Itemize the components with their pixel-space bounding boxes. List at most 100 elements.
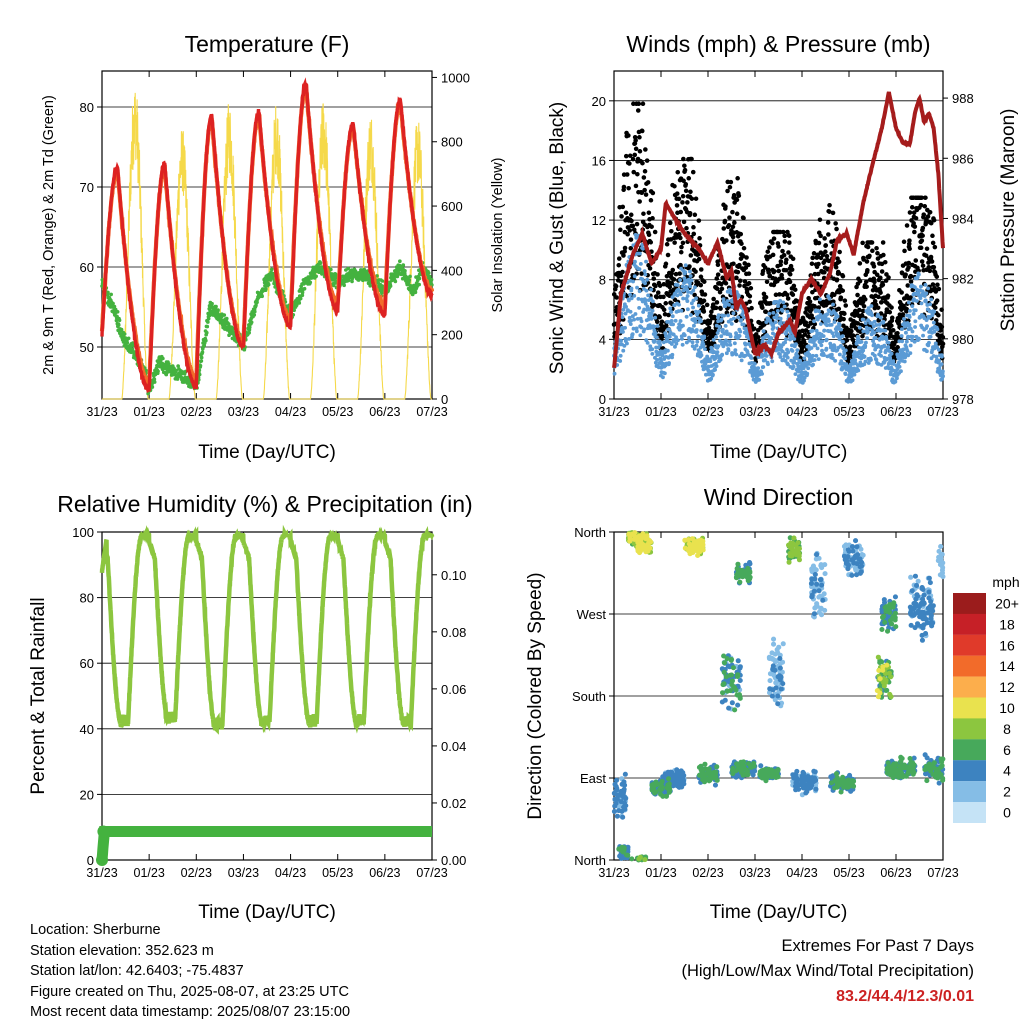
- figure-created: Figure created on Thu, 2025-08-07, at 23…: [30, 983, 349, 1000]
- chart-title: Winds (mph) & Pressure (mb): [626, 31, 930, 57]
- x-tick-label: 06/23: [369, 405, 400, 419]
- y2-tick-label: 0.10: [441, 568, 466, 583]
- y-tick-label: 0: [599, 392, 606, 407]
- x-tick-label: 31/23: [86, 405, 117, 419]
- y2-tick-label: 0: [441, 392, 448, 407]
- y-tick-label: 4: [599, 332, 606, 347]
- colorbar-label: 20+: [995, 596, 1019, 612]
- y2-tick-label: 986: [952, 151, 974, 166]
- colorbar-swatch: [953, 697, 986, 719]
- precip-start-marker: [96, 854, 108, 866]
- colorbar-label: 16: [999, 637, 1015, 653]
- x-tick-label: 03/23: [228, 866, 259, 880]
- colorbar-swatch: [953, 676, 986, 698]
- y-axis-label: Percent & Total Rainfall: [28, 597, 49, 794]
- y-tick-label: 20: [80, 787, 94, 802]
- x-tick-label: 05/23: [833, 405, 864, 419]
- x-tick-label: 06/23: [880, 405, 911, 419]
- x-tick-label: 04/23: [786, 405, 817, 419]
- colorbar-label: 12: [999, 679, 1015, 695]
- colorbar-label: 6: [1003, 742, 1011, 758]
- x-tick-label: 05/23: [322, 866, 353, 880]
- colorbar-swatch: [953, 739, 986, 761]
- x-tick-label: 04/23: [275, 866, 306, 880]
- y2-tick-label: 984: [952, 211, 974, 226]
- y2-tick-label: 0.02: [441, 796, 466, 811]
- recent-timestamp: Most recent data timestamp: 2025/08/07 2…: [30, 1004, 351, 1020]
- y-axis-label: Sonic Wind & Gust (Blue, Black): [547, 102, 568, 374]
- colorbar-swatch: [953, 781, 986, 803]
- y2-tick-label: 978: [952, 392, 974, 407]
- y-tick-label: 16: [592, 153, 606, 168]
- y2-tick-label: 0.00: [441, 853, 466, 868]
- y-tick-label: 80: [80, 100, 94, 115]
- colorbar-swatch: [953, 593, 986, 614]
- colorbar-label: 4: [1003, 763, 1011, 779]
- x-tick-label: 05/23: [322, 405, 353, 419]
- station-location: Location: Sherburne: [30, 922, 161, 938]
- colorbar-swatch: [953, 634, 986, 656]
- station-elevation: Station elevation: 352.623 m: [30, 942, 214, 959]
- x-tick-label: 02/23: [692, 405, 723, 419]
- x-axis-label: Time (Day/UTC): [710, 442, 848, 463]
- x-tick-label: 05/23: [833, 866, 864, 880]
- speed-colorbar: mph 20+ 18 16 14 12 10 8 6 4 2 0: [953, 574, 1020, 823]
- x-tick-label: 02/23: [181, 866, 212, 880]
- x-tick-label: 31/23: [598, 866, 629, 880]
- colorbar-label: 14: [999, 658, 1015, 674]
- x-tick-label: 02/23: [692, 866, 723, 880]
- y-tick-label: 50: [80, 340, 94, 355]
- colorbar-swatch: [953, 802, 986, 823]
- x-tick-label: 03/23: [739, 866, 770, 880]
- y2-tick-label: 988: [952, 91, 974, 106]
- y-tick-label: 12: [592, 213, 606, 228]
- direction-points-speed-10: [626, 530, 890, 700]
- precip-marker: [97, 825, 110, 838]
- x-tick-label: 01/23: [134, 405, 165, 419]
- x-axis-label: Time (Day/UTC): [710, 902, 848, 923]
- y2-tick-label: 0.08: [441, 625, 466, 640]
- colorbar-swatch: [953, 613, 986, 635]
- x-tick-label: 02/23: [181, 405, 212, 419]
- y2-tick-label: 600: [441, 199, 463, 214]
- y2-tick-label: 0.06: [441, 682, 466, 697]
- y2-tick-label: 200: [441, 328, 463, 343]
- colorbar-label: 2: [1003, 784, 1011, 800]
- x-tick-label: 01/23: [645, 405, 676, 419]
- chart-title: Temperature (F): [185, 31, 350, 57]
- y2-tick-label: 0.04: [441, 739, 466, 754]
- y2-tick-label: 800: [441, 135, 463, 150]
- y2-tick-label: 1000: [441, 70, 470, 85]
- extremes-values: 83.2/44.4/12.3/0.01: [836, 988, 974, 1005]
- wind-direction-panel: 31/23 01/23 02/23 03/23 04/23 05/23 06/23 07/23…: [525, 484, 959, 923]
- colorbar-label: 10: [999, 700, 1015, 716]
- x-tick-label: 04/23: [786, 866, 817, 880]
- y-tick-label: 40: [80, 722, 94, 737]
- colorbar-label: 18: [999, 616, 1015, 632]
- rh-series: [99, 524, 435, 735]
- y-tick-label: 60: [80, 260, 94, 275]
- winds-pressure-panel: 31/23 01/23 02/23 03/23 04/23 05/23 06/23 07/23…: [547, 31, 1019, 463]
- x-axis-label: Time (Day/UTC): [198, 442, 336, 463]
- chart-title: Relative Humidity (%) & Precipitation (i…: [57, 491, 472, 517]
- y-tick-label: West: [577, 607, 607, 622]
- y-tick-label: North: [574, 853, 606, 868]
- x-tick-label: 07/23: [416, 866, 447, 880]
- x-axis-label: Time (Day/UTC): [198, 902, 336, 923]
- plot-frame: [101, 531, 433, 861]
- y-tick-label: 8: [599, 273, 606, 288]
- y2-tick-label: 400: [441, 263, 463, 278]
- x-tick-label: 31/23: [86, 866, 117, 880]
- t2m-series: [100, 77, 434, 393]
- y-tick-label: South: [572, 689, 606, 704]
- x-tick-label: 06/23: [880, 866, 911, 880]
- colorbar-swatch: [953, 718, 986, 740]
- pressure-series: [612, 91, 945, 369]
- x-tick-label: 07/23: [416, 405, 447, 419]
- humidity-precip-panel: 31/23 01/23 02/23 03/23 04/23 05/23 06/23 07/23…: [28, 491, 473, 923]
- temperature-panel: 31/23 01/23 02/23 03/23 04/23 05/23 06/23 07/23…: [41, 31, 506, 463]
- colorbar-label: 0: [1003, 805, 1011, 821]
- y2-tick-label: 982: [952, 272, 974, 287]
- station-info: Location: Sherburne Station elevation: 3…: [30, 920, 350, 1023]
- precip-series: [96, 826, 432, 861]
